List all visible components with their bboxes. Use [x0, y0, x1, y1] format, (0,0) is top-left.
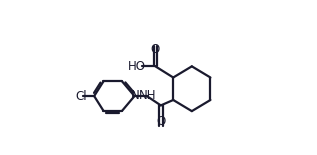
Text: N: N: [131, 89, 139, 102]
Text: Cl: Cl: [76, 90, 87, 103]
Text: O: O: [156, 115, 165, 128]
Text: NH: NH: [139, 89, 156, 102]
Text: O: O: [151, 43, 160, 56]
Text: HO: HO: [128, 60, 146, 73]
